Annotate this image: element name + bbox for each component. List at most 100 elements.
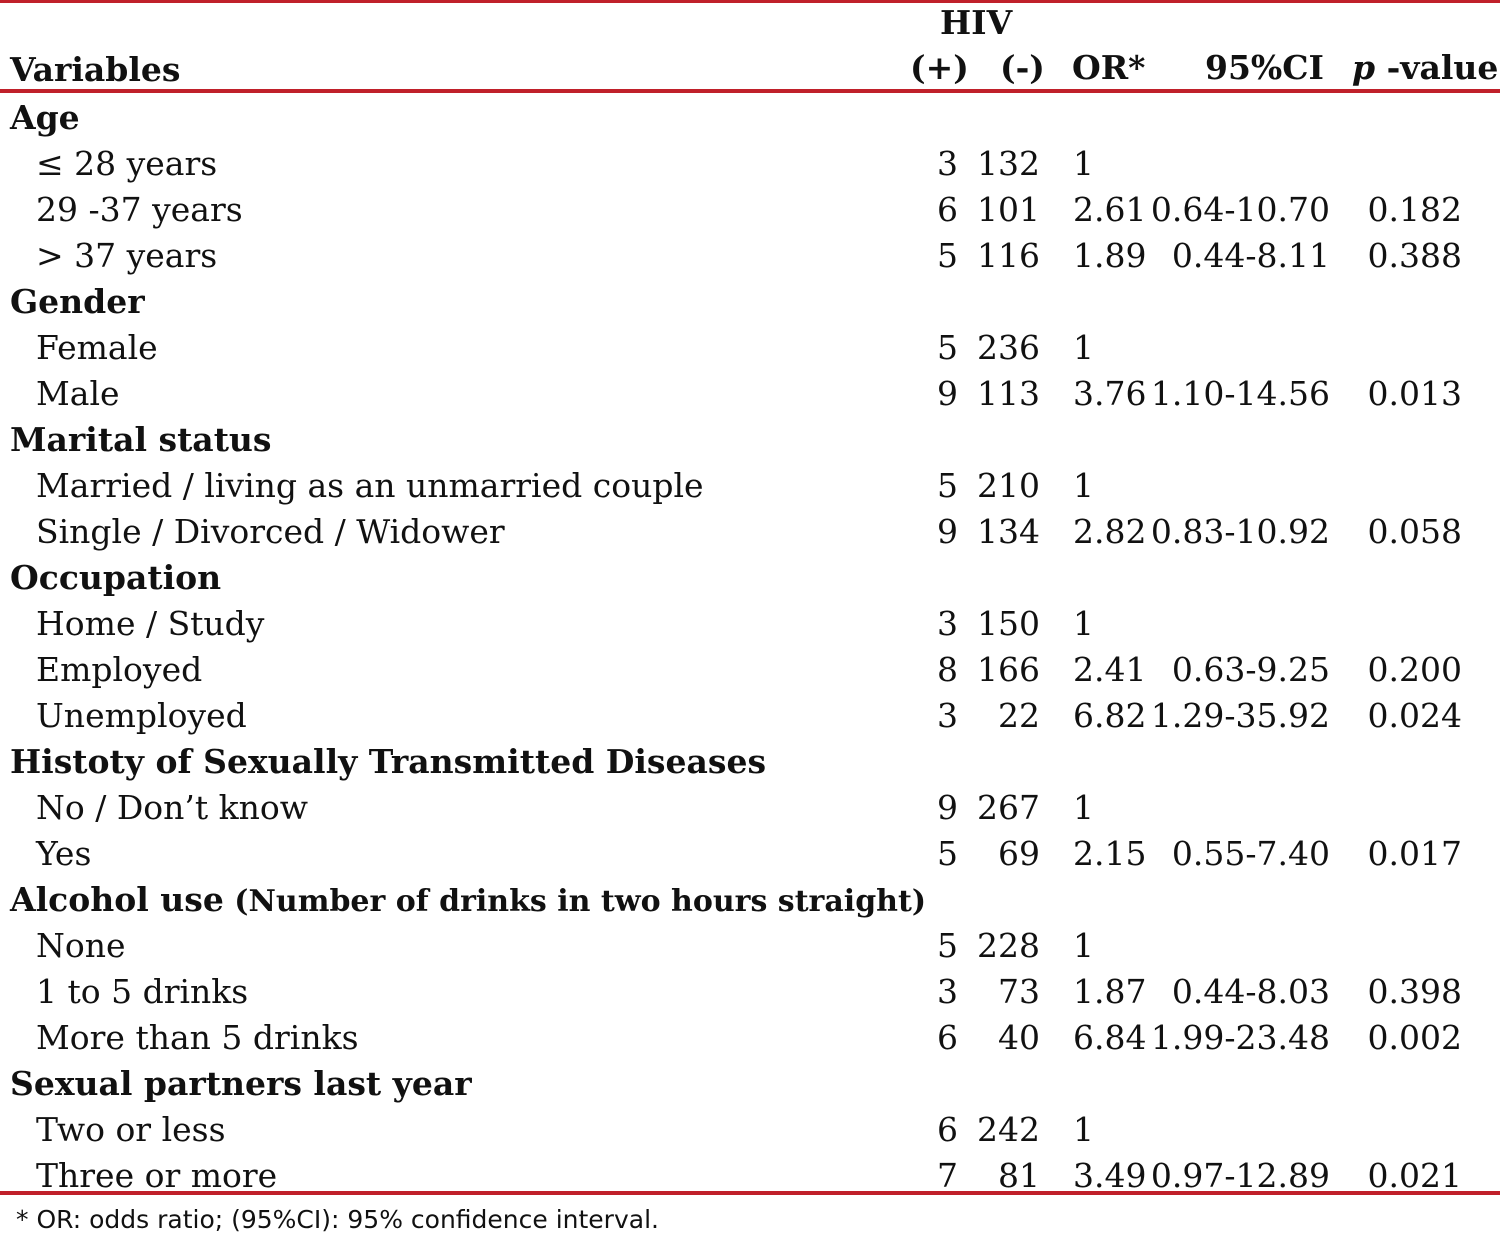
table-row: Yes 5 69 2.15 0.55-7.40 0.017 (0, 831, 1500, 877)
p-value-header-rest: -value (1375, 48, 1499, 87)
hiv-positive-cell: 8 (937, 650, 958, 689)
row-label-text: Female (36, 328, 158, 367)
p-value-cell: 0.182 (1367, 190, 1462, 229)
odds-ratio-column-header: OR* (1072, 48, 1146, 87)
row-label-text: Unemployed (36, 696, 247, 735)
table-row: Employed 8 166 2.41 0.63-9.25 0.200 (0, 647, 1500, 693)
p-value-cell: 0.398 (1367, 972, 1462, 1011)
row-label-text: Two or less (36, 1110, 226, 1149)
row-label-text: Alcohol use (10, 880, 224, 919)
variable-label: More than 5 drinks (36, 1015, 359, 1061)
confidence-interval-cell: 1.99-23.48 (1150, 1018, 1330, 1057)
variable-label: Employed (36, 647, 202, 693)
category-row: Alcohol use (Number of drinks in two hou… (0, 877, 1500, 923)
table-row: Home / Study 3 150 1 (0, 601, 1500, 647)
odds-ratio-cell: 2.41 (1073, 650, 1147, 689)
variables-column-header: Variables (10, 50, 181, 89)
hiv-negative-cell: 101 (977, 190, 1040, 229)
table-row: ≤ 28 years 3 132 1 (0, 141, 1500, 187)
variable-label: Home / Study (36, 601, 264, 647)
table-row: Married / living as an unmarried couple 5… (0, 463, 1500, 509)
table-row: Female 5 236 1 (0, 325, 1500, 371)
hiv-negative-cell: 166 (977, 650, 1040, 689)
table-top-rule (0, 0, 1500, 3)
p-value-cell: 0.002 (1367, 1018, 1462, 1057)
row-label-text: 29 -37 years (36, 190, 243, 229)
odds-ratio-cell: 2.82 (1073, 512, 1147, 551)
variable-label: ≤ 28 years (36, 141, 217, 187)
row-label-text: Yes (36, 834, 92, 873)
row-label-text: Single / Divorced / Widower (36, 512, 505, 551)
row-label-text: Occupation (10, 558, 222, 597)
row-label-text: Marital status (10, 420, 272, 459)
row-label-note: (Number of drinks in two hours straight) (223, 884, 927, 919)
variable-label: Female (36, 325, 158, 371)
odds-ratio-cell: 2.61 (1073, 190, 1147, 229)
hiv-negative-cell: 150 (977, 604, 1040, 643)
hiv-positive-column-header: (+) (910, 48, 969, 87)
category-row: Histoty of Sexually Transmitted Diseases (0, 739, 1500, 785)
table-row: More than 5 drinks 6 40 6.84 1.99-23.48 0.002 (0, 1015, 1500, 1061)
table-row: 29 -37 years 6 101 2.61 0.64-10.70 0.182 (0, 187, 1500, 233)
p-value-cell: 0.017 (1367, 834, 1462, 873)
hiv-positive-cell: 7 (937, 1156, 958, 1195)
odds-ratio-cell: 1 (1073, 788, 1094, 827)
category-label: Gender (10, 279, 145, 325)
p-value-cell: 0.388 (1367, 236, 1462, 275)
table-body: Age ≤ 28 years 3 132 1 29 -37 years 6 101 2.61 0.… (0, 95, 1500, 1199)
table-row: Single / Divorced / Widower 9 134 2.82 0.83-… (0, 509, 1500, 555)
hiv-positive-cell: 3 (937, 696, 958, 735)
odds-ratio-cell: 1 (1073, 926, 1094, 965)
category-row: Sexual partners last year (0, 1061, 1500, 1107)
variable-label: Married / living as an unmarried couple (36, 463, 704, 509)
row-label-text: Sexual partners last year (10, 1064, 472, 1103)
hiv-positive-cell: 5 (937, 466, 958, 505)
row-label-text: Married / living as an unmarried couple (36, 466, 704, 505)
confidence-interval-cell: 0.97-12.89 (1150, 1156, 1330, 1195)
odds-ratio-cell: 1 (1073, 604, 1094, 643)
p-value-cell: 0.200 (1367, 650, 1462, 689)
category-label: Age (10, 95, 80, 141)
row-label-text: 1 to 5 drinks (36, 972, 249, 1011)
hiv-negative-cell: 134 (977, 512, 1040, 551)
table-footnote: * OR: odds ratio; (95%CI): 95% confidenc… (16, 1205, 659, 1234)
category-label: Alcohol use (Number of drinks in two hou… (10, 877, 926, 925)
p-value-cell: 0.021 (1367, 1156, 1462, 1195)
odds-ratio-cell: 2.15 (1073, 834, 1147, 873)
odds-ratio-cell: 1.87 (1073, 972, 1147, 1011)
confidence-interval-cell: 0.44-8.11 (1171, 236, 1330, 275)
confidence-interval-cell: 0.55-7.40 (1171, 834, 1330, 873)
table-row: No / Don’t know 9 267 1 (0, 785, 1500, 831)
hiv-negative-cell: 81 (998, 1156, 1040, 1195)
row-label-text: Histoty of Sexually Transmitted Diseases (10, 742, 767, 781)
odds-ratio-cell: 1 (1073, 1110, 1094, 1149)
odds-ratio-cell: 1 (1073, 144, 1094, 183)
p-value-column-header: p -value (1352, 48, 1498, 88)
hiv-positive-cell: 6 (937, 1110, 958, 1149)
hiv-negative-cell: 228 (977, 926, 1040, 965)
row-label-text: Home / Study (36, 604, 265, 643)
odds-ratio-cell: 1 (1073, 466, 1094, 505)
confidence-interval-cell: 1.10-14.56 (1150, 374, 1330, 413)
p-value-cell: 0.024 (1367, 696, 1462, 735)
confidence-interval-cell: 0.83-10.92 (1150, 512, 1330, 551)
table-bottom-rule (0, 1191, 1500, 1195)
category-row: Marital status (0, 417, 1500, 463)
table-row: Unemployed 3 22 6.82 1.29-35.92 0.024 (0, 693, 1500, 739)
confidence-interval-cell: 0.44-8.03 (1171, 972, 1330, 1011)
hiv-positive-cell: 9 (937, 512, 958, 551)
hiv-negative-cell: 242 (977, 1110, 1040, 1149)
row-label-text: Age (10, 98, 80, 137)
hiv-positive-cell: 5 (937, 834, 958, 873)
category-row: Gender (0, 279, 1500, 325)
hiv-negative-cell: 116 (977, 236, 1040, 275)
odds-ratio-cell: 3.49 (1073, 1156, 1147, 1195)
odds-ratio-cell: 6.84 (1073, 1018, 1147, 1057)
hiv-positive-cell: 3 (937, 972, 958, 1011)
row-label-text: Male (36, 374, 120, 413)
odds-ratio-cell: 6.82 (1073, 696, 1147, 735)
hiv-group-header: HIV (940, 3, 1013, 42)
hiv-negative-cell: 40 (998, 1018, 1040, 1057)
row-label-text: Employed (36, 650, 203, 689)
variable-label: 1 to 5 drinks (36, 969, 248, 1015)
